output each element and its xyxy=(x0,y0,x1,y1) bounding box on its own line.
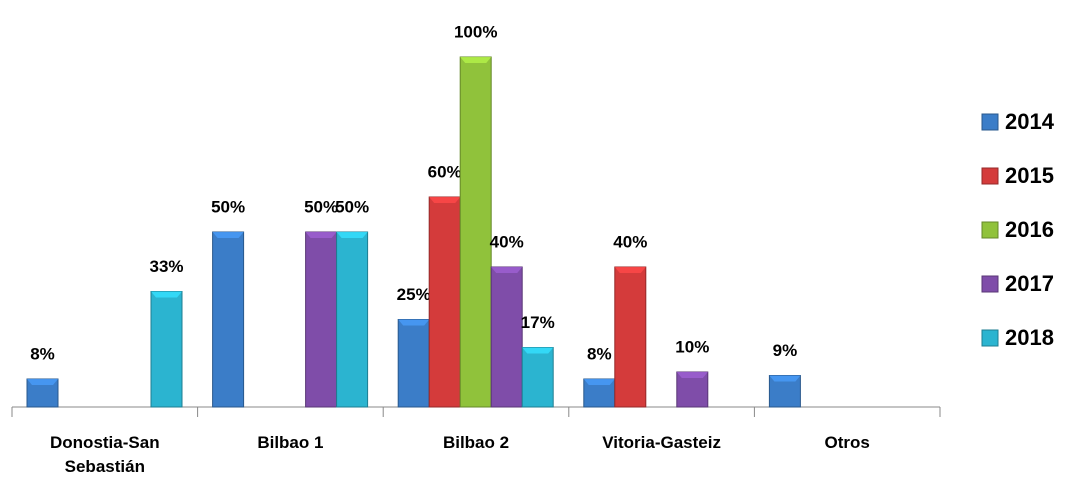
data-label: 40% xyxy=(490,232,524,251)
bar-bevel xyxy=(336,232,368,238)
legend-swatch xyxy=(981,275,999,293)
legend-swatch xyxy=(981,167,999,185)
bar-bevel xyxy=(27,379,58,385)
bar-bevel xyxy=(460,57,492,63)
bar xyxy=(336,231,369,408)
data-label: 33% xyxy=(149,257,183,276)
data-label: 8% xyxy=(30,344,55,363)
bar xyxy=(490,266,523,408)
data-label: 50% xyxy=(211,197,245,216)
bar-bevel xyxy=(212,232,244,238)
data-label: 9% xyxy=(773,341,798,360)
data-label: 10% xyxy=(675,337,709,356)
bar xyxy=(428,196,461,408)
data-label: 60% xyxy=(428,162,462,181)
bar-bevel xyxy=(769,375,801,382)
bar xyxy=(459,56,492,408)
bar-bevel xyxy=(151,291,182,298)
x-tick-label: Bilbao 2 xyxy=(442,433,510,452)
data-label: 17% xyxy=(521,313,555,332)
bar-bevel xyxy=(614,267,646,273)
x-tick-label: Otros xyxy=(824,433,870,452)
data-label: 50% xyxy=(304,197,338,216)
bar-bevel xyxy=(522,347,554,354)
legend-swatch xyxy=(981,329,999,347)
legend-label: 2015 xyxy=(1005,163,1054,188)
bar-bevel xyxy=(398,319,430,326)
data-label: 50% xyxy=(335,197,369,216)
data-label: 40% xyxy=(613,232,647,251)
bar xyxy=(305,231,338,408)
legend-swatch xyxy=(981,113,999,131)
bar xyxy=(521,347,554,408)
x-tick-label: Bilbao 1 xyxy=(257,433,324,452)
data-label: 100% xyxy=(454,22,497,41)
bar-bevel xyxy=(491,267,523,273)
data-label: 8% xyxy=(587,344,612,363)
x-tick-label: Vitoria-Gasteiz xyxy=(602,433,721,452)
legend-label: 2016 xyxy=(1005,217,1054,242)
bar xyxy=(212,231,245,408)
data-label: 25% xyxy=(397,285,431,304)
x-tick-label: Donostia-San Sebastián xyxy=(50,433,160,476)
legend-label: 2018 xyxy=(1005,325,1054,350)
bar-bevel xyxy=(429,197,461,203)
legend-label: 2017 xyxy=(1005,271,1054,296)
bar xyxy=(397,319,430,408)
legend-label: 2014 xyxy=(1005,109,1055,134)
bar xyxy=(614,266,647,408)
bar-bevel xyxy=(676,372,708,378)
bar-bevel xyxy=(305,232,337,238)
legend-swatch xyxy=(981,221,999,239)
bar xyxy=(150,291,183,408)
bar-bevel xyxy=(583,379,615,385)
